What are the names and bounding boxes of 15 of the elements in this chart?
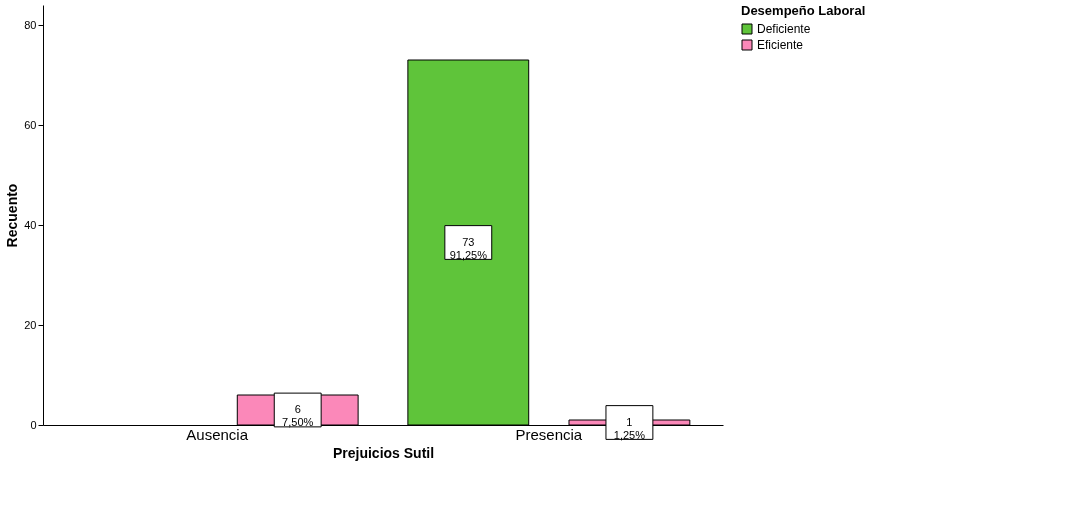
data-label: 1 1,25%: [613, 415, 646, 441]
y-tick-label: 0: [30, 418, 37, 431]
legend-label: Deficiente: [757, 22, 811, 36]
legend-title: Desempeño Laboral: [741, 3, 866, 18]
y-tick-label: 80: [24, 18, 37, 31]
x-tick-label: Presencia: [515, 425, 583, 443]
data-label: 6 7,50%: [282, 403, 314, 428]
y-axis-title: Recuento: [4, 183, 21, 248]
y-tick-label: 20: [24, 318, 37, 331]
data-label: 73 91,25%: [449, 235, 488, 261]
x-tick-label: Ausencia: [186, 425, 249, 443]
x-axis-title: Prejuicios Sutil: [332, 444, 435, 461]
legend-label: Eficiente: [757, 38, 804, 52]
y-tick-label: 60: [24, 118, 37, 131]
y-tick-label: 40: [24, 218, 37, 231]
